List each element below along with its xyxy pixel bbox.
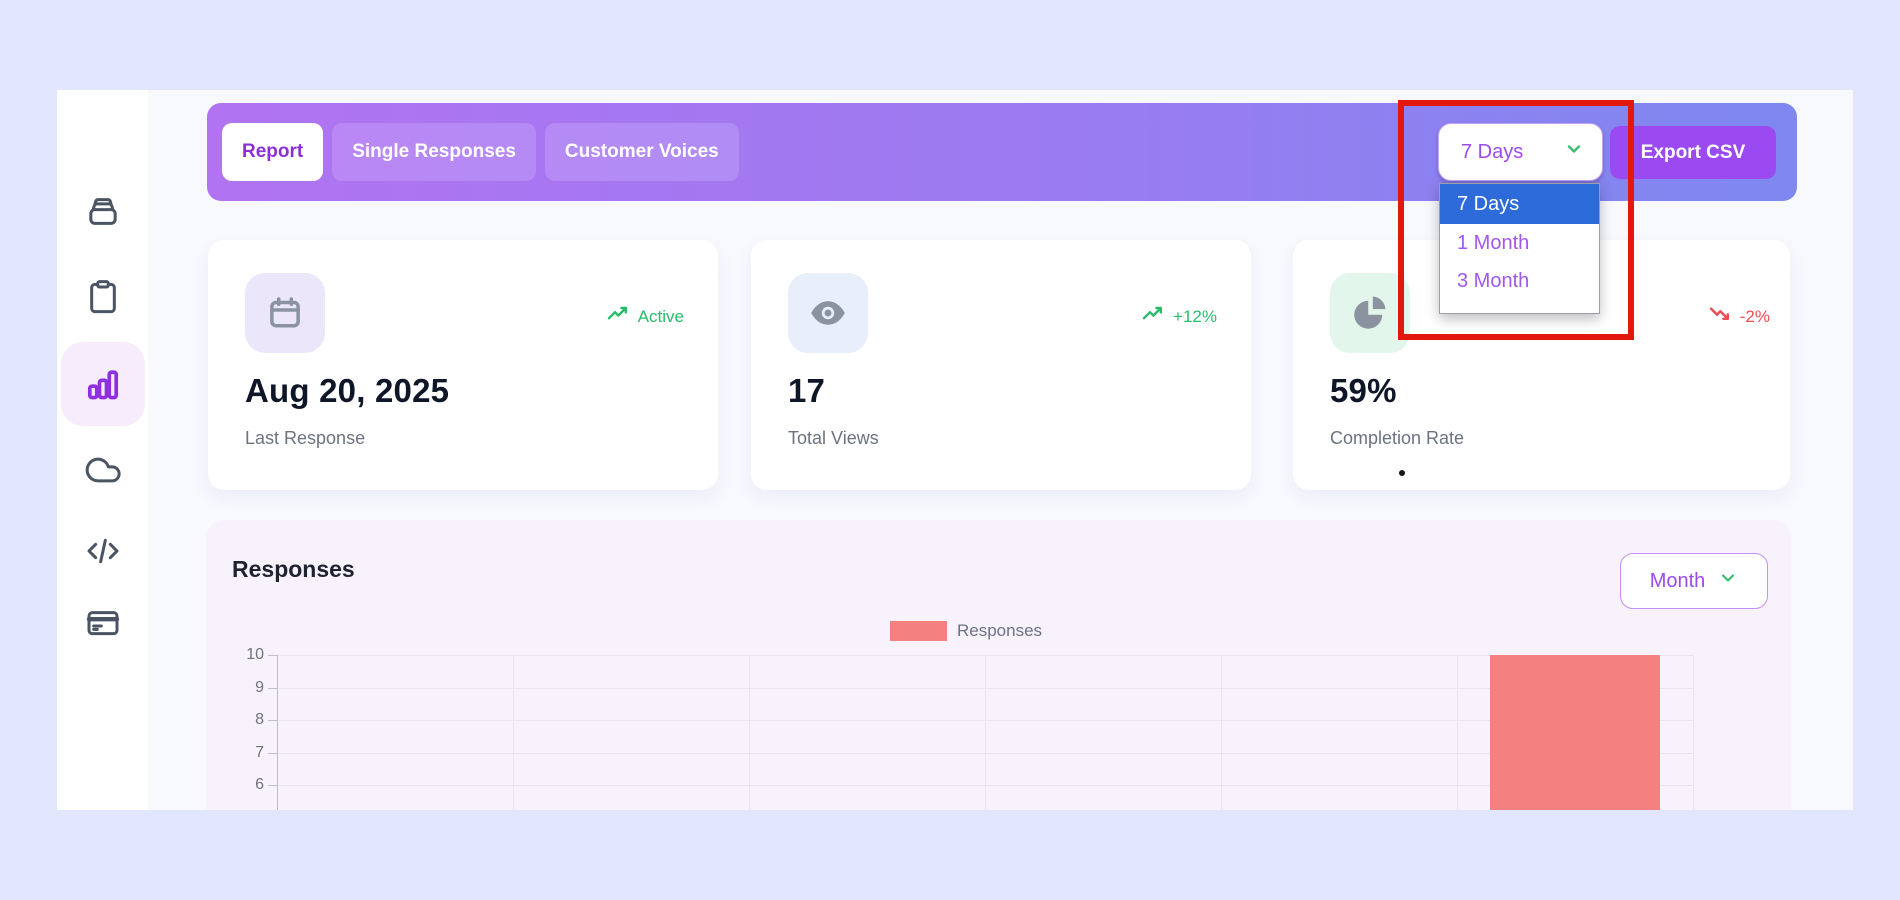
legend-label: Responses (957, 621, 1043, 640)
tab-single-responses[interactable]: Single Responses (332, 123, 536, 181)
y-axis-tick (268, 720, 277, 722)
sidebar (57, 90, 148, 810)
y-tick-label: 9 (255, 678, 264, 696)
dropdown-option-1-month[interactable]: 1 Month (1457, 231, 1530, 254)
gridline-vertical (1457, 655, 1458, 810)
y-tick-label: 7 (255, 743, 264, 761)
trending-up-icon (1141, 302, 1165, 331)
gridline-vertical (985, 655, 986, 810)
gridline-vertical (749, 655, 750, 810)
period-select-value: 7 Days (1461, 140, 1524, 163)
carousel-dot (1399, 470, 1405, 476)
dropdown-option-3-month[interactable]: 3 Month (1457, 269, 1530, 292)
y-tick-label: 10 (246, 646, 264, 663)
stat-card-total-views: +12% 17 Total Views (751, 240, 1251, 490)
cloud-icon (83, 450, 123, 490)
tab-customer-voices[interactable]: Customer Voices (544, 123, 739, 181)
chevron-down-icon (1718, 568, 1738, 594)
y-axis-tick (268, 785, 277, 787)
stat-value: 59% (1330, 372, 1397, 409)
chart-legend: Responses (890, 621, 1042, 641)
gridline-vertical (277, 655, 278, 810)
sidebar-item-clipboard[interactable] (79, 273, 127, 321)
y-axis-tick (268, 687, 277, 689)
bar-chart-icon (81, 362, 125, 406)
responses-chart: 10 9 8 7 6 (206, 520, 1791, 810)
trend-text: Active (637, 306, 684, 326)
period-dropdown-list: 7 Days 1 Month 3 Month (1439, 183, 1600, 314)
stat-value: Aug 20, 2025 (245, 372, 450, 409)
tab-report[interactable]: Report (222, 123, 324, 181)
stat-label: Total Views (788, 428, 879, 448)
stat-label: Last Response (245, 428, 366, 448)
trending-up-icon (606, 302, 630, 331)
credit-card-icon (83, 603, 123, 643)
gridline-vertical (513, 655, 514, 810)
legend-swatch (890, 621, 947, 641)
eye-icon (788, 273, 868, 353)
trend-text: -2% (1739, 306, 1770, 326)
sidebar-item-analytics[interactable] (60, 342, 145, 426)
trend-badge: Active (606, 302, 684, 331)
dropdown-option-7-days[interactable]: 7 Days (1440, 184, 1599, 224)
trend-text: +12% (1173, 306, 1217, 326)
sidebar-item-code[interactable] (79, 527, 127, 575)
y-axis-tick (268, 752, 277, 754)
y-tick-label: 6 (255, 776, 264, 794)
archive-icon (83, 193, 123, 233)
trend-badge: -2% (1708, 302, 1770, 331)
pie-chart-icon (1330, 273, 1410, 353)
sidebar-item-cloud[interactable] (79, 446, 127, 494)
header-bar: Report Single Responses Customer Voices … (207, 103, 1797, 201)
sidebar-item-archive[interactable] (79, 189, 127, 237)
gridline-vertical (1221, 655, 1222, 810)
chevron-down-icon (1564, 139, 1584, 165)
stat-value: 17 (788, 372, 826, 409)
code-icon (83, 531, 123, 571)
month-select-value: Month (1649, 569, 1706, 592)
section-title: Responses (232, 556, 355, 582)
chart-bar (1490, 655, 1660, 810)
clipboard-icon (83, 277, 123, 317)
header-tabs: Report Single Responses Customer Voices (222, 123, 739, 181)
period-select[interactable]: 7 Days (1438, 123, 1603, 181)
month-select[interactable]: Month (1620, 553, 1768, 609)
sidebar-item-billing[interactable] (79, 599, 127, 647)
stat-card-last-response: Active Aug 20, 2025 Last Response (208, 240, 718, 490)
trend-badge: +12% (1141, 302, 1217, 331)
trending-down-icon (1708, 302, 1732, 331)
gridline-vertical (1693, 655, 1694, 810)
y-tick-label: 8 (255, 711, 264, 729)
stat-label: Completion Rate (1330, 428, 1465, 448)
responses-section: Responses Month Responses 10 9 8 7 6 (206, 520, 1791, 810)
export-csv-button[interactable]: Export CSV (1610, 126, 1776, 179)
calendar-icon (245, 273, 325, 353)
y-axis-tick (268, 655, 277, 656)
